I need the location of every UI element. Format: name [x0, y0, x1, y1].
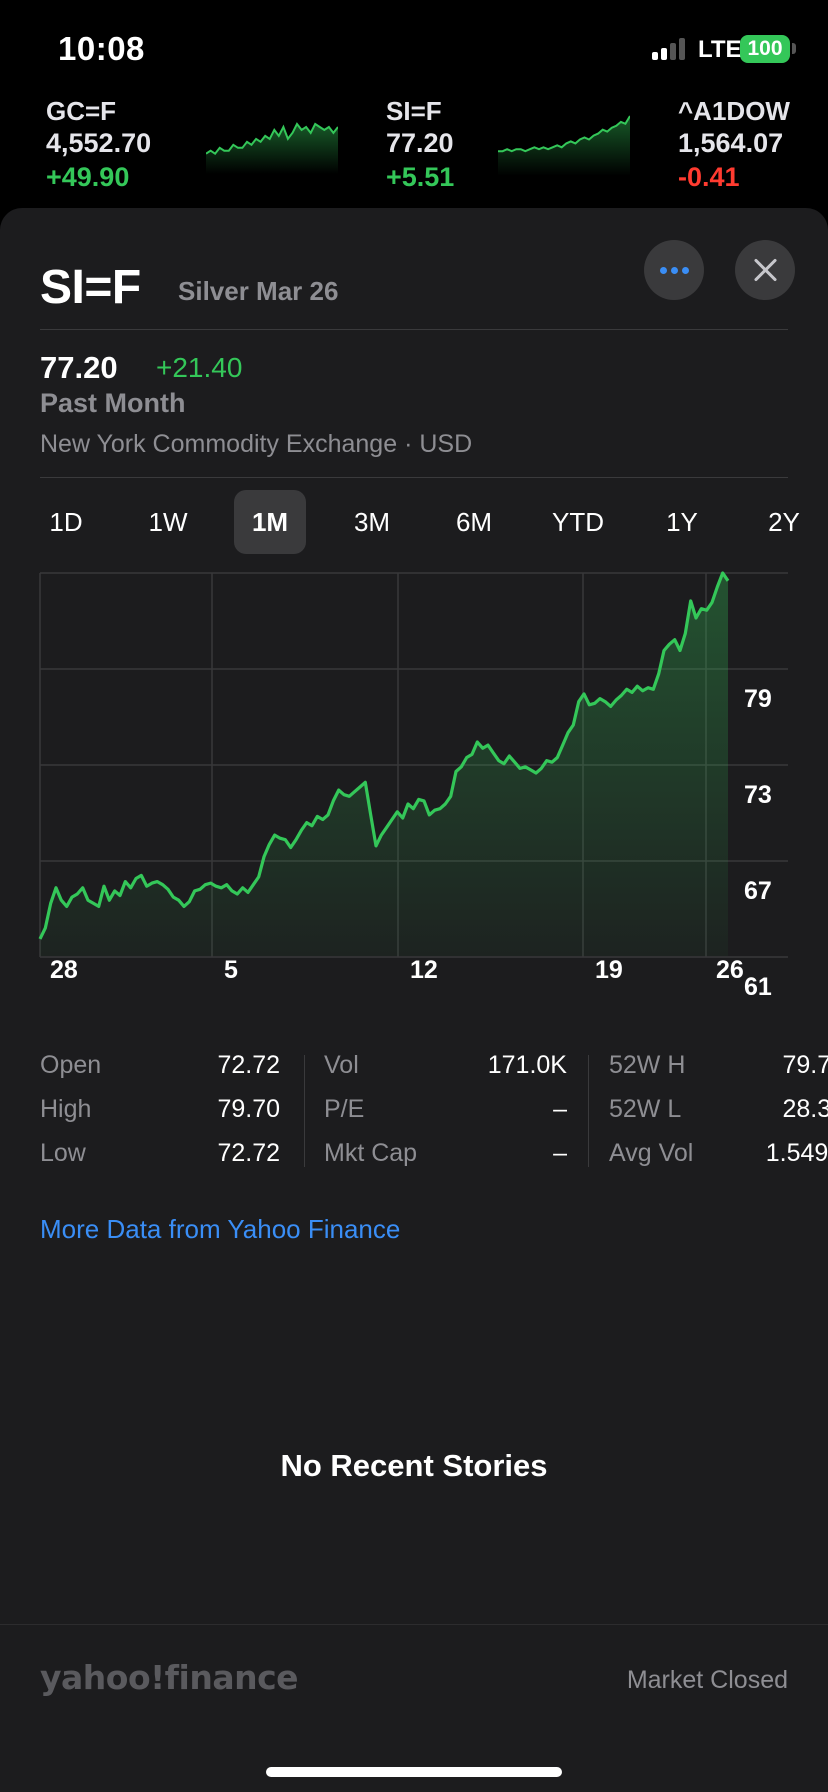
divider: [40, 329, 788, 330]
y-tick-label: 79: [744, 685, 772, 713]
market-status: Market Closed: [626, 1666, 788, 1694]
range-1y[interactable]: 1Y: [666, 507, 698, 537]
battery-tip: [792, 43, 796, 54]
ticker-price: 77.20: [386, 128, 454, 158]
range-1w[interactable]: 1W: [148, 507, 188, 537]
ticker-gold[interactable]: GC=F 4,552.70 +49.90: [46, 96, 151, 194]
cellular-signal-icon: [652, 38, 688, 60]
ticker-change: +49.90: [46, 162, 130, 192]
quote-period: Past Month: [40, 388, 186, 418]
range-6m[interactable]: 6M: [455, 507, 493, 537]
range-selector: 1D 1W 1M 3M 6M YTD 1Y 2Y: [0, 490, 828, 554]
ticker-symbol: GC=F: [46, 96, 117, 126]
ellipsis-icon: [659, 266, 689, 274]
battery-icon: 100: [740, 35, 790, 63]
stat-mkt-cap: Mkt Cap –: [324, 1138, 567, 1167]
ticker-symbol: SI=F: [386, 96, 442, 126]
stats-column: Open 72.72 High 79.70 Low 72.72: [40, 1043, 280, 1175]
status-time: 10:08: [58, 30, 145, 67]
ticker-silver-sparkline: [498, 115, 630, 176]
stat-pe: P/E –: [324, 1094, 567, 1123]
x-tick-label: 19: [595, 956, 623, 984]
range-1m[interactable]: 1M: [234, 490, 306, 554]
x-tick-label: 12: [410, 956, 438, 984]
stat-volume: Vol 171.0K: [324, 1050, 567, 1079]
stats-separator: [588, 1055, 589, 1167]
home-indicator[interactable]: [266, 1767, 562, 1777]
stat-52w-low: 52W L28.37: [609, 1094, 828, 1123]
ticker-change: +5.51: [386, 162, 455, 192]
y-tick-label: 73: [744, 781, 772, 809]
stock-name: Silver Mar 26: [178, 276, 339, 306]
no-stories-message: No Recent Stories: [280, 1448, 548, 1483]
ticker-symbol: ^A1DOW: [678, 96, 790, 126]
ticker-silver[interactable]: SI=F 77.20 +5.51: [386, 96, 454, 194]
quote-price: 77.20: [40, 350, 118, 385]
ticker-gold-sparkline: [206, 122, 338, 174]
ticker-dow[interactable]: ^A1DOW 1,564.07 -0.41: [678, 96, 790, 194]
price-chart-svg: [38, 571, 788, 958]
quote-change: +21.40: [156, 352, 243, 383]
close-icon: [752, 257, 778, 283]
stats-separator: [304, 1055, 305, 1167]
range-3m[interactable]: 3M: [353, 507, 391, 537]
exchange-label: New York Commodity Exchange · USD: [40, 430, 473, 458]
range-ytd[interactable]: YTD: [552, 507, 604, 537]
more-data-link[interactable]: More Data from Yahoo Finance: [40, 1214, 401, 1244]
ticker-price: 1,564.07: [678, 128, 784, 158]
ticker-price: 4,552.70: [46, 128, 152, 158]
y-tick-label: 61: [744, 973, 772, 1001]
y-tick-label: 67: [744, 877, 772, 905]
footer-divider: [0, 1624, 828, 1625]
range-1d[interactable]: 1D: [49, 507, 83, 537]
stat-52w-high: 52W H79.70: [609, 1050, 828, 1079]
yahoo-finance-logo[interactable]: yahoo!finance: [40, 1658, 299, 1697]
status-bar: 10:08 LTE 100: [0, 0, 828, 90]
ticker-change: -0.41: [678, 162, 740, 192]
x-tick-label: 5: [224, 956, 238, 984]
x-tick-label: 28: [50, 956, 78, 984]
stats-panel: Open 72.72 High 79.70 Low 72.72 Vol 171.0K P…: [0, 1043, 828, 1183]
stat-low: Low 72.72: [40, 1138, 280, 1167]
range-2y[interactable]: 2Y: [768, 507, 800, 537]
price-area: [40, 573, 728, 956]
stats-column: Vol 171.0K P/E – Mkt Cap –: [324, 1043, 567, 1175]
network-type: LTE: [698, 36, 742, 63]
stat-open: Open 72.72: [40, 1050, 280, 1079]
stock-symbol: SI=F: [40, 261, 141, 314]
close-button[interactable]: [735, 240, 795, 300]
stock-detail-sheet: SI=F Silver Mar 26 77.20 +21.40 Past Mon…: [0, 208, 828, 1792]
more-options-button[interactable]: [644, 240, 704, 300]
stat-high: High 79.70: [40, 1094, 280, 1123]
price-line: [38, 571, 730, 940]
divider: [40, 477, 788, 478]
x-tick-label: 26: [716, 956, 744, 984]
